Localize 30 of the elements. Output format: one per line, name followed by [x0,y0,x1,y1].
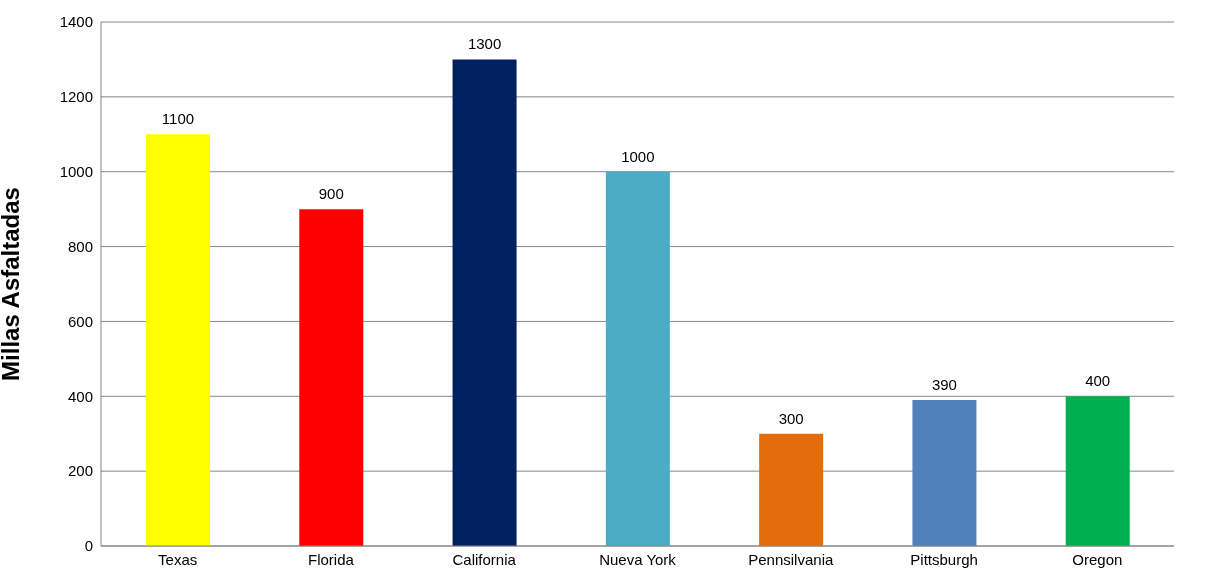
data-label: 300 [778,409,804,427]
y-tick-label: 400 [67,387,93,405]
y-tick-label: 200 [67,462,93,480]
y-tick-label: 0 [84,537,93,555]
y-axis-title: Millas Asfaltadas [0,187,24,381]
y-tick-label: 1000 [59,163,93,181]
x-tick-label: Nueva York [599,550,677,568]
bar [912,400,977,546]
x-tick-label: Pennsilvania [748,550,834,568]
y-tick-label: 800 [67,237,93,255]
y-tick-label: 600 [67,312,93,330]
data-label: 900 [318,185,344,203]
x-tick-label: California [452,550,517,568]
bar [605,171,670,546]
data-label: 1100 [161,110,195,128]
x-tick-label: Texas [158,550,198,568]
bar [146,134,210,546]
bar [1065,396,1130,546]
y-tick-label: 1200 [59,88,93,106]
data-label: 400 [1085,372,1111,390]
data-label: 1000 [621,147,655,165]
y-tick-label: 1400 [59,13,93,31]
bar [299,209,364,546]
x-tick-label: Pittsburgh [910,550,978,568]
bar [452,59,517,546]
x-tick-label: Florida [308,550,355,568]
data-label: 1300 [467,35,502,53]
x-tick-label: Oregon [1072,550,1123,568]
data-label: 390 [931,376,957,394]
bar [759,433,824,546]
